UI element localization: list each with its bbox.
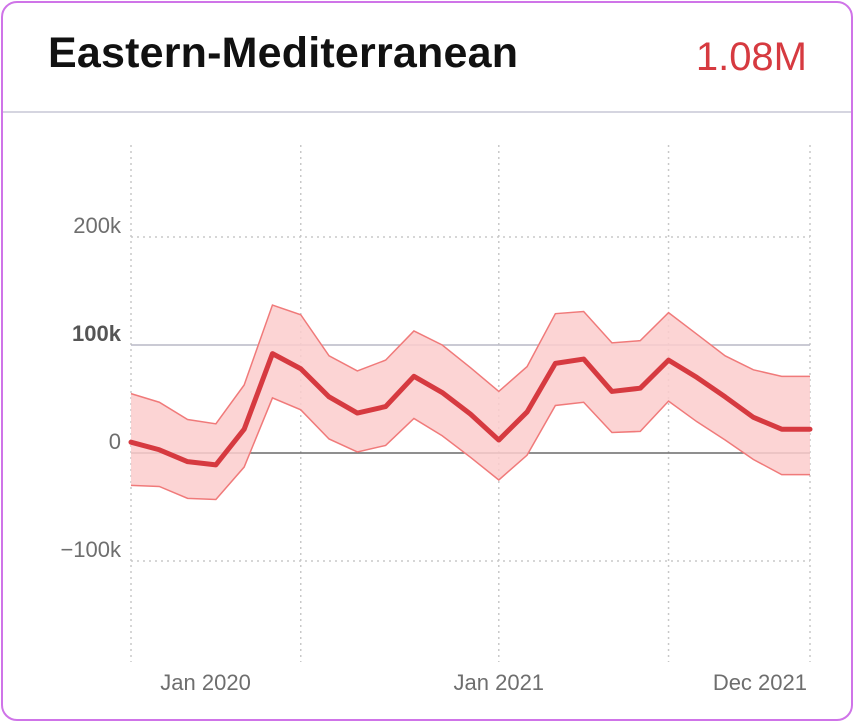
data-point <box>411 374 416 379</box>
y-axis-ticks: 200k 100k 0 −100k <box>60 213 122 562</box>
data-point <box>157 447 162 452</box>
data-point <box>298 366 303 371</box>
x-axis-ticks: Jan 2020 Jan 2021 Dec 2021 <box>160 670 807 695</box>
trend-line <box>128 351 813 468</box>
data-point <box>694 375 699 380</box>
data-point <box>751 415 756 420</box>
data-point <box>723 394 728 399</box>
data-point <box>383 404 388 409</box>
y-tick-label: −100k <box>60 537 122 562</box>
band-upper-edge <box>130 304 810 425</box>
data-point <box>666 358 671 363</box>
x-tick-label: Jan 2021 <box>454 670 545 695</box>
data-point <box>440 390 445 395</box>
y-tick-label: 0 <box>109 429 121 454</box>
data-point <box>129 440 133 445</box>
data-point <box>355 411 360 416</box>
card-header: Eastern-Mediterranean 1.08M <box>3 3 851 113</box>
x-tick-label: Dec 2021 <box>713 670 807 695</box>
data-point <box>638 386 643 391</box>
data-point <box>808 427 812 432</box>
data-point <box>553 361 558 366</box>
data-point <box>779 427 784 432</box>
band-lower-edge <box>130 396 810 501</box>
region-title: Eastern-Mediterranean <box>48 29 519 77</box>
confidence-band <box>130 304 810 501</box>
y-tick-label: 100k <box>72 321 122 346</box>
data-point <box>270 351 275 356</box>
data-point <box>213 462 218 467</box>
y-tick-label: 200k <box>73 213 122 238</box>
data-point <box>496 438 501 443</box>
data-point <box>609 389 614 394</box>
data-point <box>185 459 190 464</box>
data-point <box>581 357 586 362</box>
band-area <box>131 305 810 500</box>
region-total: 1.08M <box>695 35 807 79</box>
data-point <box>327 394 332 399</box>
data-point <box>525 409 530 414</box>
x-tick-label: Jan 2020 <box>160 670 251 695</box>
data-point <box>468 412 473 417</box>
data-point <box>242 427 247 432</box>
